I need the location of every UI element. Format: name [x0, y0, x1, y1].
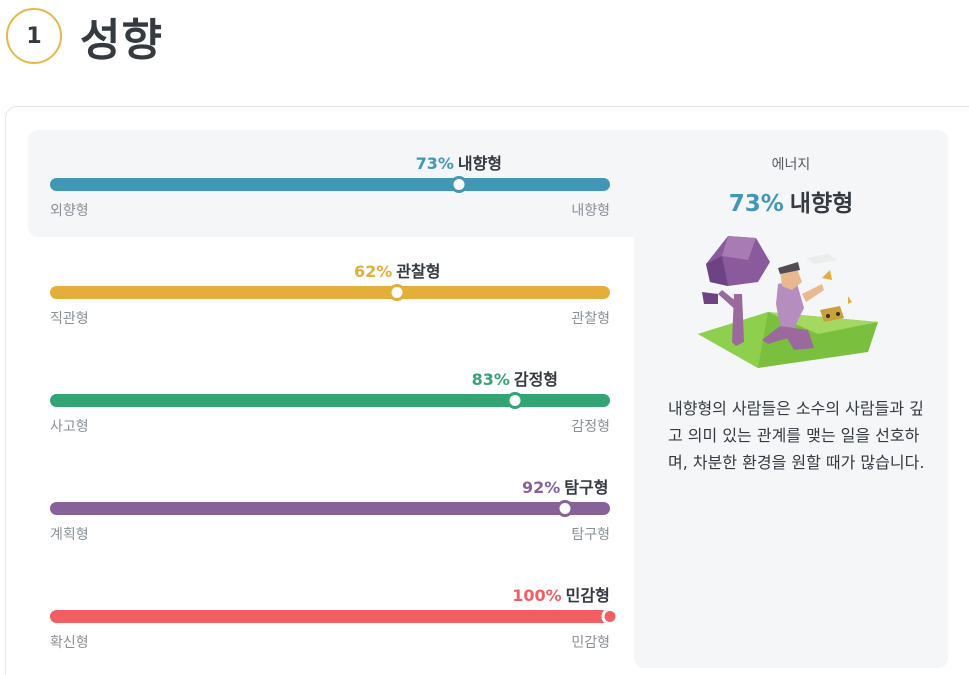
trait-percent: 62%: [353, 262, 393, 281]
trait-left-label: 외향형: [50, 203, 89, 219]
trait-percent: 100%: [512, 586, 562, 605]
trait-bar: [50, 610, 610, 623]
trait-heading: 62% 관찰형: [354, 258, 440, 282]
trait-slider-knob[interactable]: [506, 392, 524, 409]
trait-percent: 92%: [521, 478, 561, 497]
trait-bar: [50, 502, 610, 515]
trait-row-tactics[interactable]: 92% 탐구형 계획형 탐구형: [50, 474, 610, 544]
trait-row-nature[interactable]: 83% 감정형 사고형 감정형: [50, 366, 610, 436]
trait-description: 내향형의 사람들은 소수의 사람들과 깊고 의미 있는 관계를 맺는 일을 선호…: [668, 399, 925, 472]
trait-detail-panel: 에너지 73% 내향형 내향형의 사람들은 소수의 사람들과 깊고 의미 있는 관…: [634, 130, 948, 668]
trait-detail-headline: 73% 내향형: [634, 184, 948, 218]
trait-slider-knob[interactable]: [601, 608, 619, 625]
trait-name: 탐구형: [564, 478, 609, 497]
trait-heading: 92% 탐구형: [522, 474, 608, 498]
trait-slider-knob[interactable]: [450, 176, 468, 193]
trait-left-label: 계획형: [50, 527, 89, 543]
trait-left-label: 직관형: [50, 311, 89, 327]
trait-slider-knob[interactable]: [556, 500, 574, 517]
trait-percent: 73%: [415, 154, 454, 173]
trait-heading: 83% 감정형: [472, 366, 558, 390]
trait-right-label: 관찰형: [571, 311, 610, 327]
trait-category-label: 에너지: [771, 157, 811, 173]
trait-heading: 100% 민감형: [512, 582, 610, 606]
trait-row-identity[interactable]: 100% 민감형 확신형 민감형: [50, 582, 619, 652]
trait-detail-name: 내향형: [789, 191, 854, 217]
trait-left-label: 확신형: [50, 635, 89, 651]
trait-right-label: 감정형: [571, 419, 610, 435]
trait-percent: 83%: [471, 370, 510, 389]
trait-name: 내향형: [457, 154, 503, 173]
step-number-badge: 1: [6, 8, 62, 64]
introvert-illustration: [698, 236, 878, 368]
trait-bar: [50, 394, 610, 407]
trait-name: 감정형: [513, 370, 559, 389]
trait-name: 민감형: [565, 586, 610, 605]
trait-left-label: 사고형: [50, 419, 89, 435]
trait-row-energy[interactable]: 73% 내향형 외향형 내향형: [50, 150, 610, 220]
trait-row-mind[interactable]: 62% 관찰형 직관형 관찰형: [50, 258, 610, 328]
trait-name: 관찰형: [396, 262, 441, 281]
trait-heading: 73% 내향형: [416, 150, 502, 174]
trait-bar: [50, 286, 610, 299]
trait-right-label: 내향형: [571, 203, 610, 219]
trait-right-label: 탐구형: [571, 527, 610, 543]
section-header: 1 성향: [6, 8, 163, 66]
trait-slider-knob[interactable]: [388, 284, 406, 301]
trait-detail-percent: 73%: [728, 191, 784, 217]
trait-bar: [50, 178, 610, 191]
trait-right-label: 민감형: [571, 635, 610, 651]
page-title: 성향: [80, 15, 163, 66]
